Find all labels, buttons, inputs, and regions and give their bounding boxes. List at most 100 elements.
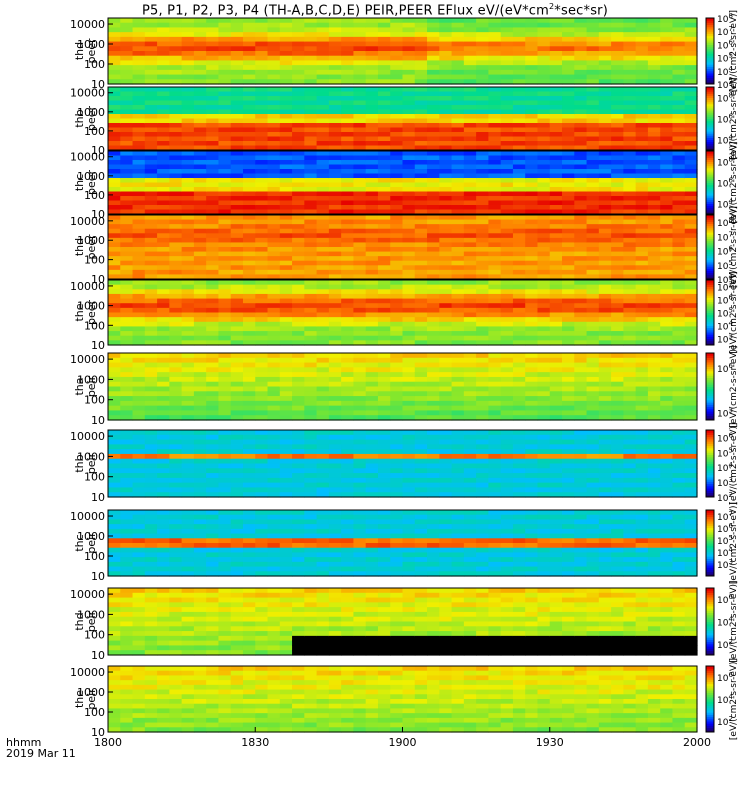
heatmap-cell xyxy=(304,74,318,80)
heatmap-cell xyxy=(181,105,195,111)
heatmap-cell xyxy=(512,458,526,465)
heatmap-cell xyxy=(108,242,121,248)
heatmap-cell xyxy=(255,169,269,175)
heatmap-cell xyxy=(181,182,195,188)
heatmap-cell xyxy=(476,386,489,392)
heatmap-cell xyxy=(525,187,539,193)
heatmap-cell xyxy=(181,200,195,206)
heatmap-cell xyxy=(108,215,121,221)
heatmap-cell xyxy=(451,307,465,314)
heatmap-cell xyxy=(549,27,563,33)
y-tick-label: 10000 xyxy=(70,215,105,228)
heatmap-cell xyxy=(341,132,355,138)
heatmap-cell xyxy=(463,114,477,120)
heatmap-cell xyxy=(267,247,281,253)
heatmap-cell xyxy=(230,372,244,378)
heatmap-cell xyxy=(144,353,158,359)
heatmap-cell xyxy=(414,182,428,188)
heatmap-cell xyxy=(476,160,489,166)
heatmap-cell xyxy=(267,178,281,184)
heatmap-cell xyxy=(611,169,624,175)
heatmap-cell xyxy=(328,65,342,71)
heatmap-cell xyxy=(500,487,514,493)
heatmap-cell xyxy=(463,65,477,71)
heatmap-cell xyxy=(684,391,698,397)
heatmap-cell xyxy=(549,298,563,304)
heatmap-cell xyxy=(242,317,256,323)
heatmap-cell xyxy=(353,242,367,248)
heatmap-cell xyxy=(316,151,330,157)
heatmap-cell xyxy=(144,114,158,120)
heatmap-cell xyxy=(488,391,502,397)
heatmap-cell xyxy=(144,468,158,474)
heatmap-cell xyxy=(193,335,207,341)
heatmap-cell xyxy=(341,114,355,120)
heatmap-cell xyxy=(390,303,404,309)
heatmap-cell xyxy=(341,477,355,484)
heatmap-cell xyxy=(684,187,698,193)
colorbar-segment xyxy=(706,155,714,158)
heatmap-cell xyxy=(451,463,465,469)
heatmap-cell xyxy=(242,260,256,266)
heatmap-cell xyxy=(488,307,502,314)
heatmap-cell xyxy=(439,160,453,166)
heatmap-cell xyxy=(169,410,183,416)
heatmap-cell xyxy=(169,65,183,71)
heatmap-cell xyxy=(144,307,158,314)
heatmap-cell xyxy=(328,169,342,175)
heatmap-cell xyxy=(218,247,232,253)
heatmap-cell xyxy=(623,18,637,24)
heatmap-cell xyxy=(647,326,661,332)
heatmap-cell xyxy=(525,209,539,215)
heatmap-cell xyxy=(206,321,220,328)
heatmap-cell xyxy=(500,303,514,309)
heatmap-cell xyxy=(660,160,674,166)
heatmap-cell xyxy=(598,396,612,402)
heatmap-cell xyxy=(193,205,207,211)
heatmap-cell xyxy=(108,269,121,276)
heatmap-cell xyxy=(402,141,416,147)
heatmap-cell xyxy=(377,293,391,300)
heatmap-cell xyxy=(328,118,342,124)
heatmap-cell xyxy=(304,487,318,493)
heatmap-cell xyxy=(476,458,489,465)
heatmap-cell xyxy=(108,289,121,295)
heatmap-cell xyxy=(279,65,293,71)
y-tick-label: 10000 xyxy=(70,353,105,366)
heatmap-cell xyxy=(341,415,355,421)
heatmap-cell xyxy=(390,298,404,304)
colorbar-segment xyxy=(706,384,714,387)
heatmap-cell xyxy=(132,237,146,244)
heatmap-cell xyxy=(635,96,649,102)
colorbar-tick-label: 106 xyxy=(717,177,733,190)
heatmap-cell xyxy=(611,376,624,383)
heatmap-cell xyxy=(230,321,244,328)
heatmap-cell xyxy=(647,41,661,47)
heatmap-cell xyxy=(390,353,404,359)
heatmap-cell xyxy=(574,280,588,286)
heatmap-cell xyxy=(537,444,551,450)
heatmap-cell xyxy=(132,492,146,498)
heatmap-cell xyxy=(390,60,404,66)
heatmap-cell xyxy=(647,219,661,225)
heatmap-cell xyxy=(365,260,379,266)
heatmap-cell xyxy=(193,155,207,161)
heatmap-cell xyxy=(377,114,391,120)
heatmap-cell xyxy=(230,405,244,412)
heatmap-cell xyxy=(451,256,465,262)
heatmap-cell xyxy=(574,91,588,97)
heatmap-cell xyxy=(611,91,624,97)
heatmap-cell xyxy=(132,160,146,166)
heatmap-cell xyxy=(427,265,440,271)
heatmap-cell xyxy=(562,415,575,421)
heatmap-cell xyxy=(512,312,526,318)
heatmap-cell xyxy=(206,27,220,33)
heatmap-cell xyxy=(206,410,220,416)
heatmap-cell xyxy=(623,396,637,402)
heatmap-cell xyxy=(500,127,514,133)
heatmap-cell xyxy=(598,312,612,318)
heatmap-cell xyxy=(108,32,121,38)
heatmap-cell xyxy=(242,367,256,373)
heatmap-cell xyxy=(341,228,355,234)
heatmap-cell xyxy=(365,400,379,407)
